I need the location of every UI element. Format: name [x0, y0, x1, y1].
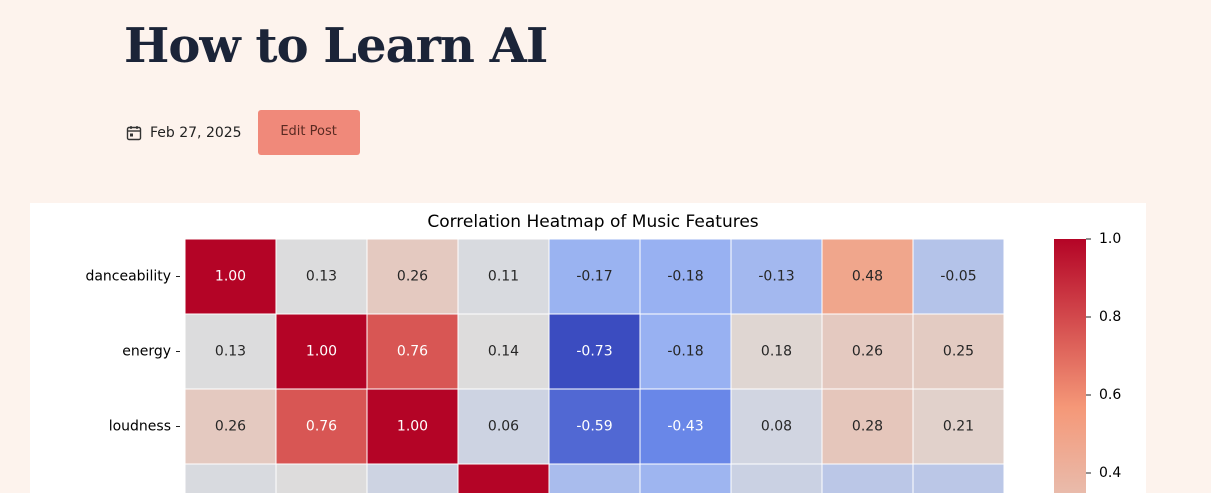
row-label: danceability [85, 269, 171, 285]
colorbar-tick-label: 0.8 [1099, 309, 1121, 325]
heatmap-cell [457, 313, 550, 390]
cell-label: -0.13 [758, 269, 794, 285]
heatmap-cell [730, 388, 823, 465]
heatmap-cell [275, 463, 368, 493]
cell-label: 0.48 [852, 269, 883, 285]
heatmap-cell [912, 313, 1005, 390]
heatmap-cell [821, 463, 914, 493]
cell-label: 0.08 [761, 419, 792, 435]
cell-label: 1.00 [306, 344, 337, 360]
row-label: loudness [109, 419, 171, 435]
cell-label: -0.73 [576, 344, 612, 360]
heatmap-cell [639, 238, 732, 315]
heatmap-cell [184, 313, 277, 390]
heatmap-cell [639, 388, 732, 465]
cell-label: -0.18 [667, 269, 703, 285]
heatmap-cell [366, 388, 459, 465]
heatmap-cell [184, 238, 277, 315]
cell-label: 0.26 [852, 344, 883, 360]
heatmap-cell [821, 313, 914, 390]
chart: Correlation Heatmap of Music Features da… [85, 212, 1121, 493]
colorbar-tick-label: 0.6 [1099, 387, 1121, 403]
heatmap-cell [821, 388, 914, 465]
cell-label: 0.13 [306, 269, 337, 285]
heatmap-cell [548, 238, 641, 315]
edit-post-button[interactable]: Edit Post [257, 110, 360, 155]
chart-title: Correlation Heatmap of Music Features [427, 212, 758, 232]
cell-label: 0.76 [306, 419, 337, 435]
cell-label: 0.21 [943, 419, 974, 435]
heatmap-cell [639, 463, 732, 493]
colorbar-tick-label: 1.0 [1099, 231, 1121, 247]
heatmap-cell [275, 313, 368, 390]
cell-label: 0.28 [852, 419, 883, 435]
colorbar [1054, 239, 1086, 493]
row-label: energy [122, 344, 171, 360]
cell-label: 1.00 [397, 419, 428, 435]
cell-label: 0.26 [397, 269, 428, 285]
heatmap-cell [548, 388, 641, 465]
heatmap-cell [548, 463, 641, 493]
cell-label: -0.59 [576, 419, 612, 435]
cell-label: -0.17 [576, 269, 612, 285]
cell-label: 0.06 [488, 419, 519, 435]
cell-label: -0.05 [940, 269, 976, 285]
heatmap-cell [912, 238, 1005, 315]
heatmap-cell [366, 238, 459, 315]
post-title: How to Learn AI [124, 18, 548, 74]
cell-label: 1.00 [215, 269, 246, 285]
chart-card: Correlation Heatmap of Music Features da… [30, 203, 1146, 493]
colorbar-tick-label: 0.4 [1099, 465, 1121, 481]
heatmap-cell [912, 463, 1005, 493]
cell-label: 0.14 [488, 344, 519, 360]
calendar-icon [126, 125, 142, 140]
cell-label: -0.43 [667, 419, 703, 435]
cell-label: 0.25 [943, 344, 974, 360]
heatmap-cell [457, 238, 550, 315]
heatmap-cell [457, 463, 550, 493]
cell-label: 0.11 [488, 269, 519, 285]
post-meta: Feb 27, 2025 Edit Post [126, 110, 360, 155]
cell-label: 0.18 [761, 344, 792, 360]
cell-label: 0.26 [215, 419, 246, 435]
heatmap-cell [730, 463, 823, 493]
heatmap-cell [548, 313, 641, 390]
heatmap-cell [730, 313, 823, 390]
cell-label: 0.13 [215, 344, 246, 360]
cell-label: -0.18 [667, 344, 703, 360]
heatmap-cell [639, 313, 732, 390]
heatmap-cell [366, 463, 459, 493]
cell-label: 0.76 [397, 344, 428, 360]
heatmap-cell [912, 388, 1005, 465]
heatmap-cell [184, 463, 277, 493]
post-date: Feb 27, 2025 [150, 124, 242, 141]
